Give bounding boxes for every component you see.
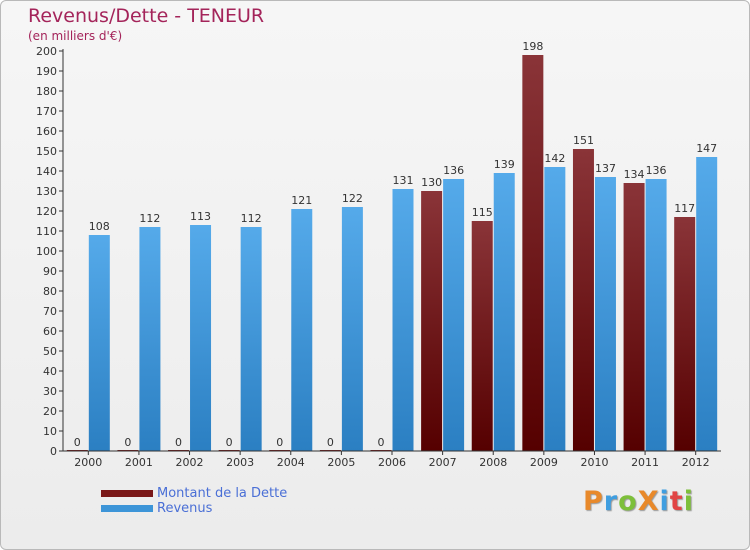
legend-label-revenus: Revenus — [157, 501, 213, 516]
data-label: 130 — [421, 176, 442, 189]
data-label: 108 — [89, 220, 110, 233]
proxiti-logo: ProXiti — [583, 486, 694, 517]
bar-dette — [471, 221, 493, 451]
bar-revenus — [645, 179, 667, 451]
y-tick-label: 100 — [36, 245, 57, 258]
bar-revenus — [291, 209, 313, 451]
y-tick-label: 50 — [43, 345, 57, 358]
data-label: 137 — [595, 162, 616, 175]
bar-revenus — [341, 207, 363, 451]
y-tick-label: 160 — [36, 125, 57, 138]
bar-revenus — [88, 235, 110, 451]
logo-letter: X — [637, 486, 660, 517]
logo-letter: t — [669, 486, 684, 517]
y-tick-label: 70 — [43, 305, 57, 318]
data-label: 121 — [291, 194, 312, 207]
x-tick-label: 2007 — [429, 456, 457, 469]
data-label: 0 — [124, 436, 131, 449]
data-label: 147 — [696, 142, 717, 155]
data-label: 139 — [494, 158, 515, 171]
y-tick-label: 120 — [36, 205, 57, 218]
bar-revenus — [392, 189, 414, 451]
x-tick-label: 2004 — [277, 456, 305, 469]
x-tick-label: 2006 — [378, 456, 406, 469]
y-tick-label: 90 — [43, 265, 57, 278]
y-tick-label: 150 — [36, 145, 57, 158]
y-tick-label: 20 — [43, 405, 57, 418]
x-tick-label: 2010 — [580, 456, 608, 469]
bar-revenus — [139, 227, 161, 451]
y-tick-label: 10 — [43, 425, 57, 438]
bar-dette — [572, 149, 594, 451]
legend-swatch-revenus — [101, 505, 153, 512]
bar-revenus — [443, 179, 465, 451]
legend-swatch-dette — [101, 490, 153, 497]
data-label: 113 — [190, 210, 211, 223]
logo-letter: i — [659, 486, 670, 517]
y-tick-label: 130 — [36, 185, 57, 198]
y-tick-label: 200 — [36, 45, 57, 58]
bar-revenus — [594, 177, 616, 451]
x-tick-label: 2003 — [226, 456, 254, 469]
chart-title: Revenus/Dette - TENEUR — [28, 5, 265, 27]
y-tick-label: 80 — [43, 285, 57, 298]
y-tick-label: 30 — [43, 385, 57, 398]
bar-dette — [421, 191, 443, 451]
data-label: 0 — [327, 436, 334, 449]
data-label: 136 — [443, 164, 464, 177]
x-tick-label: 2009 — [530, 456, 558, 469]
data-label: 0 — [74, 436, 81, 449]
data-label: 0 — [226, 436, 233, 449]
logo-letter: r — [603, 486, 619, 517]
bar-dette — [674, 217, 696, 451]
data-label: 0 — [276, 436, 283, 449]
y-tick-label: 140 — [36, 165, 57, 178]
data-label: 0 — [378, 436, 385, 449]
x-tick-label: 2012 — [682, 456, 710, 469]
bar-revenus — [190, 225, 212, 451]
x-tick-label: 2002 — [176, 456, 204, 469]
data-label: 142 — [544, 152, 565, 165]
bar-revenus — [493, 173, 515, 451]
y-tick-label: 170 — [36, 105, 57, 118]
data-label: 112 — [241, 212, 262, 225]
x-tick-label: 2005 — [327, 456, 355, 469]
data-label: 134 — [624, 168, 645, 181]
bar-revenus — [544, 167, 566, 451]
logo-letter: i — [683, 486, 694, 517]
bar-revenus — [696, 157, 718, 451]
bar-revenus — [240, 227, 262, 451]
x-tick-label: 2008 — [479, 456, 507, 469]
data-label: 136 — [646, 164, 667, 177]
data-label: 151 — [573, 134, 594, 147]
y-tick-label: 180 — [36, 85, 57, 98]
x-tick-label: 2011 — [631, 456, 659, 469]
data-label: 131 — [393, 174, 414, 187]
data-label: 122 — [342, 192, 363, 205]
logo-letter: o — [618, 486, 638, 517]
data-label: 0 — [175, 436, 182, 449]
x-tick-label: 2000 — [74, 456, 102, 469]
data-label: 117 — [674, 202, 695, 215]
y-tick-label: 60 — [43, 325, 57, 338]
data-label: 115 — [472, 206, 493, 219]
y-tick-label: 110 — [36, 225, 57, 238]
x-tick-label: 2001 — [125, 456, 153, 469]
y-tick-label: 40 — [43, 365, 57, 378]
bar-dette — [522, 55, 544, 451]
legend-label-dette: Montant de la Dette — [157, 486, 288, 501]
data-label: 112 — [139, 212, 160, 225]
logo-letter: P — [583, 486, 604, 517]
y-tick-label: 190 — [36, 65, 57, 78]
bar-dette — [623, 183, 645, 451]
data-label: 198 — [522, 40, 543, 53]
chart-subtitle: (en milliers d'€) — [28, 29, 123, 43]
y-tick-label: 0 — [50, 445, 57, 458]
